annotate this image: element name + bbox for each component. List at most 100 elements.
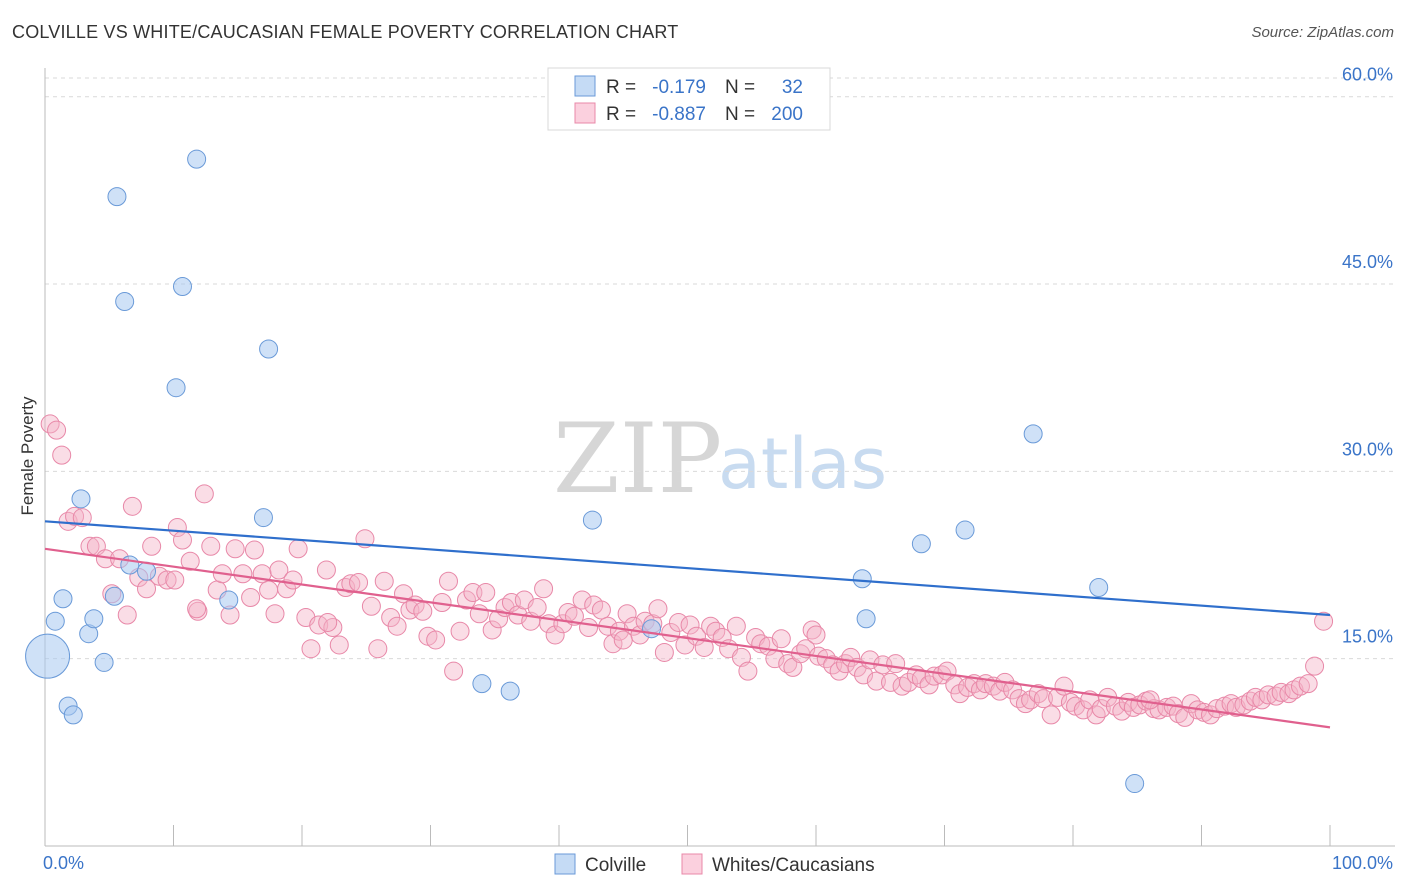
point-whites <box>456 590 476 610</box>
legend-n-value-colville: 32 <box>782 77 803 98</box>
legend-n-label-colville: N = <box>725 77 755 98</box>
series-legend-label-colville: Colville <box>585 855 646 876</box>
point-whites <box>117 605 137 625</box>
point-whites <box>482 620 502 640</box>
point-whites <box>301 639 321 659</box>
point-whites <box>572 590 592 610</box>
point-whites <box>886 654 906 674</box>
point-whites <box>52 445 72 465</box>
point-whites <box>613 630 633 650</box>
point-colville <box>500 681 520 701</box>
point-whites <box>1298 674 1318 694</box>
point-whites <box>899 672 919 692</box>
legend-n-label-whites: N = <box>725 104 755 125</box>
point-whites <box>527 597 547 617</box>
point-whites <box>1157 697 1177 717</box>
point-whites <box>1054 676 1074 696</box>
point-whites <box>47 420 67 440</box>
point-whites <box>269 560 289 580</box>
point-whites <box>866 671 886 691</box>
chart-title: COLVILLE VS WHITE/CAUCASIAN FEMALE POVER… <box>12 22 679 42</box>
legend-r-value-whites: -0.887 <box>652 104 706 125</box>
legend-swatch-colville <box>574 75 596 97</box>
data-points <box>25 149 1334 794</box>
legend-r-value-colville: -0.179 <box>652 77 706 98</box>
point-colville <box>219 590 239 610</box>
point-whites <box>680 615 700 635</box>
point-whites <box>329 635 349 655</box>
point-whites <box>172 530 192 550</box>
series-legend: Colville Whites/Caucasians <box>554 853 875 876</box>
x-tick-labels: 0.0% 100.0% <box>43 853 1393 873</box>
point-whites <box>1033 689 1053 709</box>
series-legend-label-whites: Whites/Caucasians <box>712 855 875 876</box>
point-colville <box>104 586 124 606</box>
point-whites <box>778 654 798 674</box>
point-whites <box>368 639 388 659</box>
point-whites <box>919 675 939 695</box>
legend-r-label-colville: R = <box>606 77 636 98</box>
watermark: ZIP atlas <box>553 403 887 515</box>
point-whites <box>950 684 970 704</box>
point-colville <box>166 378 186 398</box>
point-whites <box>142 536 162 556</box>
correlation-legend: R = -0.179 N = 32 R = -0.887 N = 200 <box>547 67 831 131</box>
point-whites <box>1041 705 1061 725</box>
point-colville <box>115 292 135 312</box>
point-whites <box>187 599 207 619</box>
point-colville <box>187 149 207 169</box>
point-whites <box>122 496 142 516</box>
point-whites <box>361 596 381 616</box>
trend-lines <box>44 520 1331 729</box>
point-whites <box>165 570 185 590</box>
point-whites <box>241 587 261 607</box>
point-colville <box>53 589 73 609</box>
point-colville <box>94 652 114 672</box>
point-colville <box>172 277 192 297</box>
point-whites <box>617 604 637 624</box>
point-whites <box>450 621 470 641</box>
point-whites <box>591 600 611 620</box>
point-whites <box>426 630 446 650</box>
series-legend-swatch-whites <box>681 853 703 875</box>
point-colville <box>856 609 876 629</box>
point-whites <box>534 579 554 599</box>
point-whites <box>1314 611 1334 631</box>
point-whites <box>65 506 85 526</box>
point-whites <box>545 625 565 645</box>
point-whites <box>1140 690 1160 710</box>
point-colville <box>911 534 931 554</box>
point-whites <box>970 680 990 700</box>
point-whites <box>701 616 721 636</box>
axes <box>44 68 1395 847</box>
point-whites <box>1252 690 1272 710</box>
y-axis-title: Female Poverty <box>18 396 37 516</box>
point-whites <box>1226 697 1246 717</box>
point-whites <box>1015 694 1035 714</box>
point-whites <box>694 637 714 657</box>
trend-line-colville <box>44 520 1331 617</box>
y-tick-label: 15.0% <box>1342 627 1393 647</box>
point-colville <box>84 609 104 629</box>
point-whites <box>283 570 303 590</box>
y-tick-label: 60.0% <box>1342 65 1393 85</box>
point-whites <box>806 625 826 645</box>
point-whites <box>579 617 599 637</box>
point-colville <box>107 187 127 207</box>
point-whites <box>413 601 433 621</box>
point-whites <box>603 634 623 654</box>
point-colville <box>1089 578 1109 598</box>
y-tick-labels: 15.0% 30.0% 45.0% 60.0% <box>1342 65 1393 647</box>
watermark-atlas: atlas <box>718 423 887 505</box>
point-colville <box>137 561 157 581</box>
point-whites <box>738 661 758 681</box>
point-whites <box>1091 699 1111 719</box>
point-whites <box>1279 684 1299 704</box>
point-colville <box>582 510 602 530</box>
point-whites <box>669 612 689 632</box>
x-tick-label-min: 0.0% <box>43 853 84 873</box>
watermark-zip: ZIP <box>553 403 722 515</box>
point-whites <box>829 661 849 681</box>
point-colville <box>472 674 492 694</box>
y-tick-label: 30.0% <box>1342 439 1393 459</box>
